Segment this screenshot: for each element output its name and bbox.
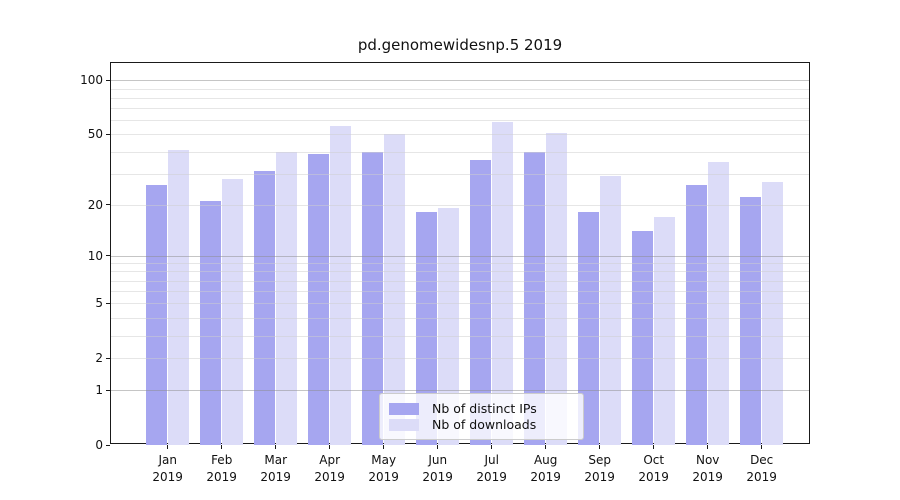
x-axis-tick-label: Jan 2019 (152, 453, 183, 484)
y-axis-tick (106, 302, 110, 304)
minor-gridline (111, 88, 809, 90)
x-axis-tick (707, 445, 709, 449)
x-axis-tick (491, 445, 493, 449)
y-axis-tick-label: 50 (87, 127, 103, 142)
x-axis-tick (329, 445, 331, 449)
minor-gridline (111, 271, 809, 273)
x-axis-tick (653, 445, 655, 449)
legend-swatch-downloads (389, 418, 419, 431)
y-axis-tick (106, 255, 110, 257)
plot-area: 0 1 2 5 10 20 50 100 Jan 2019 Feb 2019 Mar 2019 Apr 201… (80, 62, 810, 484)
x-axis-tick-label: Oct 2019 (638, 453, 669, 484)
bar-jul-downloads (492, 121, 514, 445)
major-gridline (111, 80, 809, 82)
minor-gridline (111, 173, 809, 175)
bar-dec-distinct-ips (740, 197, 762, 445)
minor-gridline (111, 335, 809, 337)
y-axis-tick-label: 0 (95, 438, 103, 452)
x-axis-tick-label: May 2019 (368, 453, 399, 484)
x-axis-tick-label: Mar 2019 (260, 453, 291, 484)
legend-swatch-distinct-ips (389, 402, 419, 415)
bar-aug-distinct-ips (524, 151, 546, 445)
bar-apr-distinct-ips (308, 153, 330, 445)
bar-may-distinct-ips (362, 151, 384, 445)
y-axis-tick (106, 133, 110, 135)
x-axis-tick-label: Apr 2019 (314, 453, 345, 484)
bar-jan-downloads (168, 149, 190, 445)
legend: Nb of distinct IPs Nb of downloads (379, 393, 584, 440)
bar-mar-downloads (276, 151, 298, 445)
bar-may-downloads (384, 134, 406, 445)
bar-jan-distinct-ips (146, 184, 168, 445)
x-axis-tick (383, 445, 385, 449)
x-axis-tick-label: Sep 2019 (584, 453, 615, 484)
minor-gridline (111, 204, 809, 206)
x-axis-tick (545, 445, 547, 449)
x-axis-tick-label: Dec 2019 (746, 453, 777, 484)
bar-aug-downloads (546, 132, 568, 445)
bar-sep-downloads (600, 176, 622, 445)
minor-gridline (111, 263, 809, 265)
chart-title: pd.genomewidesnp.5 2019 (357, 36, 563, 54)
y-axis-tick (106, 204, 110, 206)
y-axis-tick-label: 10 (87, 248, 103, 263)
x-axis-tick (761, 445, 763, 449)
legend-row-distinct-ips: Nb of distinct IPs (389, 401, 574, 416)
bar-nov-downloads (708, 161, 730, 445)
y-axis-tick-label: 1 (95, 383, 103, 398)
bar-feb-downloads (222, 179, 244, 445)
minor-gridline (111, 317, 809, 319)
bar-mar-distinct-ips (254, 171, 276, 445)
x-axis-tick (221, 445, 223, 449)
bar-jun-distinct-ips (416, 212, 438, 445)
x-axis-tick-label: Aug 2019 (530, 453, 561, 484)
minor-gridline (111, 358, 809, 360)
legend-label-distinct-ips: Nb of distinct IPs (432, 401, 537, 416)
minor-gridline (111, 280, 809, 282)
y-axis-tick (106, 389, 110, 391)
bar-jun-downloads (438, 208, 460, 445)
y-axis-tick-label: 20 (87, 197, 103, 212)
minor-gridline (111, 97, 809, 99)
bar-sep-distinct-ips (578, 212, 600, 445)
y-axis-tick (106, 357, 110, 359)
legend-row-downloads: Nb of downloads (389, 417, 574, 432)
bar-oct-downloads (654, 216, 676, 445)
y-axis-tick-label: 2 (95, 351, 103, 366)
y-axis-tick (106, 444, 110, 446)
x-axis-tick-label: Jul 2019 (476, 453, 507, 484)
y-axis-tick (106, 79, 110, 81)
x-axis-tick-label: Nov 2019 (692, 453, 723, 484)
minor-gridline (111, 303, 809, 305)
legend-label-downloads: Nb of downloads (432, 417, 537, 432)
major-gridline (111, 255, 809, 257)
x-axis-tick (167, 445, 169, 449)
x-axis-tick (275, 445, 277, 449)
bar-feb-distinct-ips (200, 200, 222, 445)
minor-gridline (111, 291, 809, 293)
minor-gridline (111, 108, 809, 110)
minor-gridline (111, 120, 809, 122)
minor-gridline (111, 134, 809, 136)
major-gridline (111, 390, 809, 392)
y-axis-tick-label: 100 (80, 73, 103, 88)
bar-dec-downloads (762, 181, 784, 445)
x-axis-tick-label: Jun 2019 (422, 453, 453, 484)
x-axis-tick (437, 445, 439, 449)
bar-oct-distinct-ips (632, 231, 654, 445)
bar-jul-distinct-ips (470, 159, 492, 445)
x-axis-tick-label: Feb 2019 (206, 453, 237, 484)
minor-gridline (111, 151, 809, 153)
y-axis-tick-label: 5 (95, 296, 103, 311)
x-axis-tick (599, 445, 601, 449)
bar-nov-distinct-ips (686, 184, 708, 445)
